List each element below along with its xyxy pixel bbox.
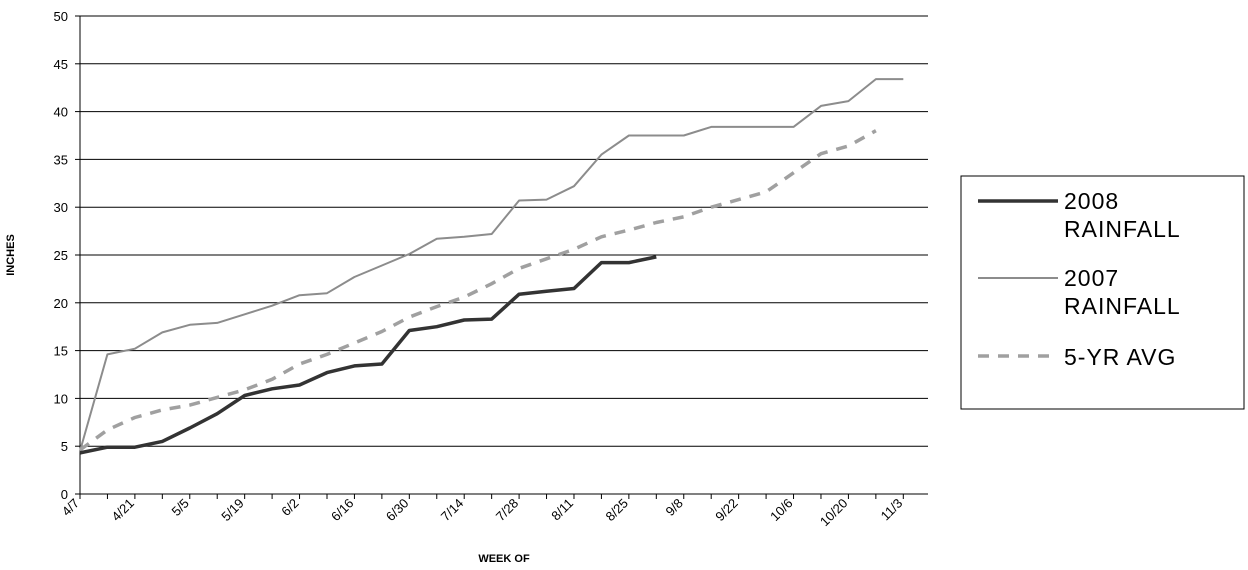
y-axis-title: INCHES — [5, 234, 17, 276]
series-line-1 — [79, 78, 904, 452]
x-tick-labels: 4/7 4/21 5/5 5/19 6/2 6/16 6/30 7/14 7/28 8/11 8/2… — [59, 496, 906, 530]
y-tick-label: 0 — [61, 487, 68, 502]
x-tick-label: 6/16 — [328, 496, 357, 525]
legend-label: 5-YR AVG — [1064, 344, 1176, 370]
y-tick-labels: 0 5 10 15 20 25 30 35 40 45 50 — [54, 9, 68, 502]
x-tick-label: 10/6 — [767, 496, 796, 525]
x-tick-label: 7/28 — [493, 496, 522, 525]
x-tick-label: 7/14 — [438, 496, 467, 525]
series-line-2 — [78, 129, 877, 452]
x-tick-label: 5/5 — [169, 496, 192, 519]
x-tick-label: 9/22 — [712, 496, 741, 525]
gridlines — [80, 15, 928, 447]
y-tick-label: 20 — [54, 296, 68, 311]
x-tick-label: 8/11 — [548, 496, 576, 524]
series-lines — [78, 78, 904, 455]
x-tick-label: 9/8 — [662, 496, 685, 519]
x-tick-label: 6/30 — [383, 496, 412, 525]
x-tick-label: 6/2 — [278, 496, 301, 519]
y-tick-label: 30 — [54, 200, 68, 215]
y-tick-label: 15 — [54, 344, 68, 359]
y-tick-label: 35 — [54, 152, 68, 167]
y-tick-label: 10 — [54, 391, 68, 406]
y-tick-label: 25 — [54, 248, 68, 263]
x-tick-label: 11/3 — [878, 496, 906, 524]
y-tick-label: 50 — [54, 9, 68, 24]
x-tick-label: 4/21 — [109, 496, 138, 525]
series-line-0 — [79, 255, 657, 455]
legend-box — [960, 175, 1245, 410]
legend-label: 2008 RAINFALL — [1064, 188, 1181, 242]
y-tick-label: 45 — [54, 57, 68, 72]
legend: 2008 RAINFALL 2007 RAINFALL 5-YR AVG — [960, 175, 1245, 410]
y-tick-label: 5 — [61, 439, 68, 454]
x-tick-label: 10/20 — [817, 496, 851, 530]
x-tick-label: 5/19 — [218, 496, 247, 525]
legend-label: 2007 RAINFALL — [1064, 265, 1181, 319]
y-tick-label: 40 — [54, 105, 68, 120]
axes — [75, 15, 928, 499]
x-tick-label: 8/25 — [602, 496, 631, 525]
x-axis-title: WEEK OF — [478, 553, 530, 565]
